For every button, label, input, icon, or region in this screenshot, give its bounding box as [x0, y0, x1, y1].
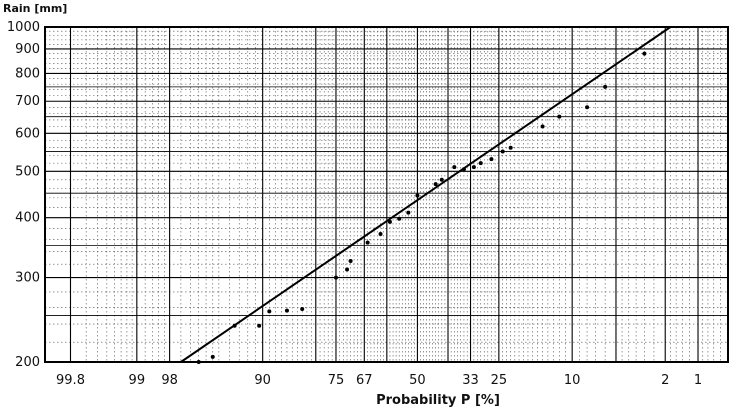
y-tick-label: 200 — [15, 355, 40, 370]
data-point — [439, 177, 444, 182]
data-point — [557, 114, 562, 119]
fit-line — [180, 26, 671, 363]
data-point — [433, 182, 438, 187]
data-point — [461, 167, 466, 172]
data-point — [489, 157, 494, 162]
data-point — [415, 193, 420, 198]
y-tick-label: 500 — [15, 164, 40, 179]
plot-frame — [44, 26, 729, 363]
data-point — [452, 165, 457, 170]
y-tick-label: 800 — [15, 66, 40, 81]
data-point — [500, 149, 505, 154]
data-point — [257, 323, 262, 328]
data-point — [603, 84, 608, 89]
data-point — [365, 240, 370, 245]
y-tick-label: 700 — [15, 94, 40, 109]
data-point — [232, 323, 237, 328]
data-point — [348, 258, 353, 263]
data-point — [333, 275, 338, 280]
x-tick-label: 99.8 — [56, 373, 85, 388]
data-point — [300, 306, 305, 311]
y-axis-label: Rain [mm] — [3, 2, 67, 15]
data-point — [585, 105, 590, 110]
x-tick-label: 25 — [491, 373, 508, 388]
x-tick-label: 99 — [129, 373, 146, 388]
x-tick-labels: 99.8 99 98 90 75 67 50 33 25 10 2 1 — [56, 373, 702, 388]
data-point — [406, 210, 411, 215]
x-tick-label: 90 — [254, 373, 271, 388]
data-point — [478, 161, 483, 166]
x-tick-label: 67 — [356, 373, 373, 388]
data-point — [508, 145, 513, 150]
y-tick-label: 1000 — [7, 20, 40, 35]
fit-line-group — [180, 26, 671, 363]
y-tick-label: 600 — [15, 126, 40, 141]
y-tick-label: 300 — [15, 271, 40, 286]
data-point — [378, 231, 383, 236]
data-point — [642, 51, 647, 56]
x-tick-label: 75 — [328, 373, 345, 388]
x-tick-label: 50 — [409, 373, 426, 388]
data-point — [540, 124, 545, 129]
x-tick-label: 98 — [161, 373, 178, 388]
data-point — [471, 165, 476, 170]
x-tick-label: 1 — [694, 373, 702, 388]
x-axis-label: Probability P [%] — [376, 393, 500, 408]
major-grid — [45, 26, 728, 363]
x-tick-label: 33 — [462, 373, 479, 388]
x-tick-label: 2 — [661, 373, 669, 388]
data-point — [267, 309, 272, 314]
data-point — [397, 216, 402, 221]
data-point — [387, 219, 392, 224]
y-tick-labels: 200 300 400 500 600 700 800 900 1000 — [7, 20, 40, 370]
data-point — [345, 267, 350, 272]
data-point — [210, 354, 215, 359]
data-point — [284, 308, 289, 313]
y-tick-label: 900 — [15, 42, 40, 57]
y-tick-label: 400 — [15, 211, 40, 226]
x-tick-label: 10 — [564, 373, 581, 388]
